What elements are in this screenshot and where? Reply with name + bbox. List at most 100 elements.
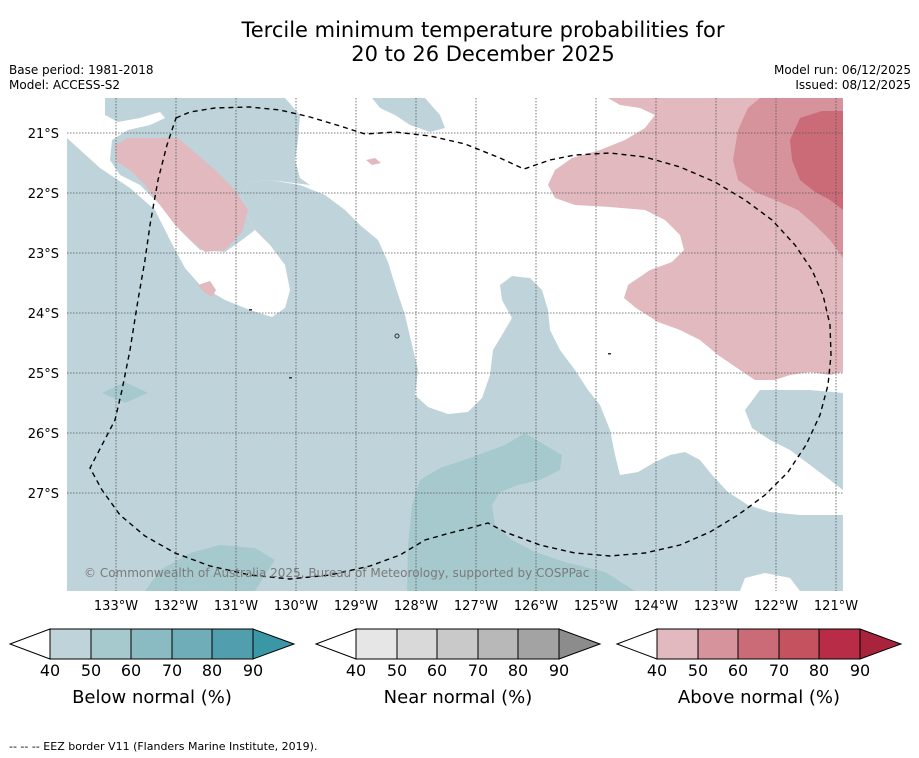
below-normal-40-region [67,138,843,591]
above-normal-40-tiny-blob [366,158,381,165]
colorbar-above-tick-60: 60 [728,661,748,680]
meta-right: Model run: 06/12/2025 Issued: 08/12/2025 [774,63,911,93]
colorbar-below-swatches [50,629,253,659]
colorbar-below-swatch-3 [172,629,212,659]
lat-label-23: 23°S [28,247,59,262]
white-bottom-right [740,573,800,591]
lat-labels: 21°S 22°S 23°S 24°S 25°S 26°S 27°S [28,127,59,502]
colorbar-below-swatch-1 [91,629,131,659]
colorbar-above: 40 50 60 70 80 90 Above normal (%) [615,628,903,708]
colorbar-above-swatches [657,629,860,659]
lon-label-123: 123°W [694,599,738,614]
title-line-2: 20 to 26 December 2025 [351,42,615,66]
lat-label-27: 27°S [28,487,59,502]
colorbar-below-tick-40: 40 [40,661,60,680]
colorbar-near-tick-40: 40 [346,661,366,680]
lon-labels: 133°W 132°W 131°W 130°W 129°W 128°W 127°… [94,599,858,614]
lon-label-126: 126°W [514,599,558,614]
eez-footer-note: -- -- -- EEZ border V11 (Flanders Marine… [9,740,318,753]
model-name: Model: ACCESS-S2 [9,78,121,92]
lat-label-26: 26°S [28,427,59,442]
lat-label-25: 25°S [28,367,59,382]
colorbar-near-tick-70: 70 [468,661,488,680]
island-mark-1 [249,309,252,311]
island-mark-3 [394,333,400,339]
colorbar-above-upper-arrow [859,628,903,660]
lon-label-125: 125°W [574,599,618,614]
colorbar-above-swatch-2 [738,629,779,659]
colorbar-below-upper-arrow [252,628,296,660]
colorbar-below-tick-70: 70 [162,661,182,680]
colorbar-above-swatch-3 [779,629,819,659]
colorbar-above-tick-80: 80 [809,661,829,680]
colorbar-above-swatch-1 [698,629,738,659]
colorbar-near-tick-80: 80 [508,661,528,680]
lat-label-24: 24°S [28,307,59,322]
copyright-text: © Commonwealth of Australia 2025, Bureau… [84,566,589,580]
lon-label-131: 131°W [214,599,258,614]
colorbar-above-tick-50: 50 [688,661,708,680]
above-normal-40-west-blob [115,138,248,252]
colorbar-near-swatch-0 [356,629,397,659]
colorbar-below-swatch-4 [212,629,253,659]
colorbar-near-title: Near normal (%) [384,687,533,708]
colorbar-below-tick-60: 60 [121,661,141,680]
lon-label-130: 130°W [274,599,318,614]
colorbar-above-lower-arrow [615,628,658,660]
colorbar-below-swatch-0 [50,629,91,659]
colorbar-near-swatches [356,629,559,659]
colorbar-below-tick-50: 50 [81,661,101,680]
below-normal-40-top-islet [372,98,445,132]
colorbar-above-tick-90: 90 [850,661,870,680]
map-plot-area: © Commonwealth of Australia 2025, Bureau… [67,98,843,591]
lon-label-129: 129°W [334,599,378,614]
island-mark-4 [608,353,611,355]
colorbar-above-tick-70: 70 [769,661,789,680]
colorbar-above-tick-40: 40 [647,661,667,680]
colorbar-above-title: Above normal (%) [678,687,840,708]
colorbar-below-dividers [90,629,213,659]
lat-label-22: 22°S [28,187,59,202]
colorbar-below-tick-80: 80 [202,661,222,680]
island-marks [249,309,611,379]
colorbar-below-tick-90: 90 [243,661,263,680]
lon-label-128: 128°W [394,599,438,614]
below-normal-50-region [407,433,635,591]
above-normal-60-region [790,111,843,210]
lon-label-122: 122°W [754,599,798,614]
colorbar-above-swatch-4 [819,629,860,659]
lat-label-21: 21°S [28,127,59,142]
below-normal-50-bottom-left [145,545,275,591]
colorbar-near-swatch-1 [397,629,437,659]
colorbar-near: 40 50 60 70 80 90 Near normal (%) [314,628,602,708]
colorbar-near-tick-50: 50 [387,661,407,680]
colorbar-above-dividers [697,629,820,659]
below-normal-50-west-blob [102,382,148,403]
colorbar-above-outline [656,628,861,660]
colorbar-above-swatch-0 [657,629,698,659]
colorbar-near-tick-90: 90 [549,661,569,680]
colorbar-near-swatch-3 [478,629,518,659]
lon-label-124: 124°W [634,599,678,614]
lon-label-127: 127°W [454,599,498,614]
base-period: Base period: 1981-2018 [9,63,154,77]
island-mark-2 [289,377,292,379]
below-normal-40-right [745,390,843,490]
lon-label-133: 133°W [94,599,138,614]
meta-left: Base period: 1981-2018 Model: ACCESS-S2 [9,63,154,93]
colorbar-below-swatch-2 [131,629,172,659]
title-line-1: Tercile minimum temperature probabilitie… [241,18,725,42]
colorbar-below: 40 50 60 70 80 90 Below normal (%) [8,628,296,708]
colorbar-near-tick-60: 60 [427,661,447,680]
graticule [67,98,843,591]
map-title: Tercile minimum temperature probabilitie… [0,18,919,66]
colorbar-near-upper-arrow [558,628,602,660]
lon-label-132: 132°W [154,599,198,614]
colorbar-near-dividers [396,629,519,659]
colorbar-near-swatch-2 [437,629,478,659]
above-normal-40-small-blob [198,281,216,297]
colorbar-below-outline [49,628,254,660]
lon-label-121: 121°W [814,599,858,614]
colorbar-below-title: Below normal (%) [72,687,232,708]
